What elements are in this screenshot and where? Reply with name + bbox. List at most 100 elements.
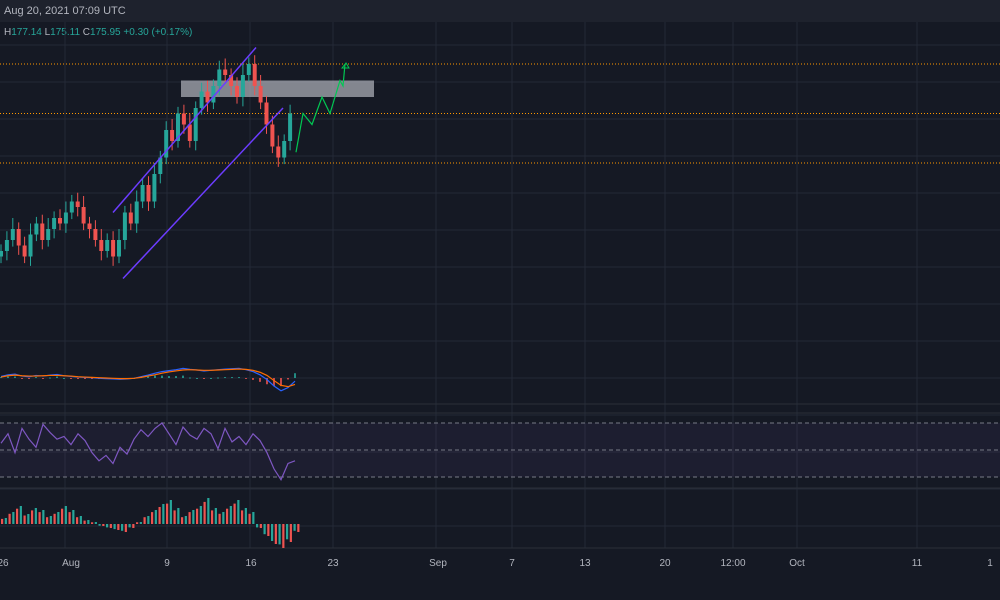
macd-hist-bar (280, 378, 282, 387)
candle-body (16, 229, 21, 246)
x-tick-label: 1 (987, 558, 993, 569)
histogram-bar (94, 522, 97, 524)
x-tick-label: 23 (327, 558, 339, 569)
macd-hist-bar (182, 375, 184, 378)
x-tick-label: 13 (579, 558, 591, 569)
candle-body (4, 240, 9, 251)
histogram-bar (143, 517, 146, 524)
candle-body (111, 240, 116, 257)
candle-body (264, 102, 269, 125)
x-axis-ticks: 26 Aug 9 16 23 Sep 7 13 20 12:00 Oct 11 1 (0, 558, 993, 569)
macd-hist-bar (217, 377, 219, 379)
histogram-bar (16, 508, 19, 524)
macd-hist-bar (294, 373, 296, 378)
x-tick-label: 11 (912, 558, 923, 569)
histogram-bar (289, 524, 292, 542)
histogram-bar (34, 508, 37, 524)
candle-body (93, 229, 98, 240)
macd-hist-bar (189, 377, 191, 379)
histogram-bar (256, 524, 259, 528)
x-tick-label: 26 (0, 558, 9, 569)
histogram-bar (214, 508, 217, 524)
ohlc-close-value: 175.95 (90, 27, 121, 38)
macd-hist-bar (77, 378, 79, 379)
macd-histogram (0, 373, 296, 387)
candle-body (164, 130, 169, 158)
histogram-bar (166, 503, 169, 524)
x-tick-label: 16 (245, 558, 257, 569)
histogram-bar (151, 512, 154, 524)
candle-body (128, 212, 133, 224)
histogram-bar (1, 518, 4, 524)
macd-hist-bar (147, 376, 149, 378)
macd-hist-bar (287, 378, 289, 380)
candle-body (134, 201, 139, 224)
candle-body (235, 86, 239, 97)
histogram-bar (252, 512, 255, 524)
histogram-bar (128, 524, 131, 528)
candle-body (152, 174, 157, 202)
histogram-bar (147, 516, 150, 524)
histogram-bar (207, 498, 210, 524)
macd-line (0, 367, 296, 392)
macd-hist-bar (168, 376, 170, 378)
macd-hist-bar (56, 376, 58, 378)
candle-body (252, 64, 257, 86)
resistance-zone (181, 80, 374, 97)
macd-hist-bar (196, 378, 198, 379)
timestamp: Aug 20, 2021 07:09 UTC (4, 5, 126, 17)
candle-body (99, 240, 104, 251)
candle-body (288, 113, 293, 141)
histogram-bar (98, 524, 101, 526)
macd-hist-bar (210, 378, 212, 379)
candle-body (0, 251, 3, 257)
histogram-bar (31, 510, 34, 524)
candle-body (193, 108, 198, 141)
candle-body (46, 229, 51, 240)
projected-path (295, 63, 346, 153)
macd-hist-bar (161, 375, 163, 378)
ohlc-high-key: H (4, 27, 12, 38)
candle-body (69, 201, 74, 213)
macd-hist-bar (273, 378, 275, 387)
macd-hist-bar (203, 378, 205, 379)
histogram-bar (139, 522, 142, 524)
candle-body (81, 207, 86, 224)
histogram-bar (211, 510, 214, 524)
histogram-bar (267, 524, 270, 536)
histogram-bar (297, 524, 300, 532)
histogram-bar (27, 514, 30, 524)
candle-body (40, 223, 45, 240)
macd-hist-bar (259, 378, 261, 382)
histogram-bar (188, 512, 191, 524)
candle-body (223, 69, 228, 75)
histogram-bar (121, 524, 124, 531)
histogram-bar (91, 522, 94, 524)
histogram-bar (106, 524, 109, 528)
histogram-bar (192, 510, 195, 524)
histogram-bar (158, 507, 161, 524)
macd-hist-bar (28, 378, 30, 379)
macd-hist-bar (266, 378, 268, 385)
histogram-bar (196, 508, 199, 524)
candle-body (75, 201, 80, 207)
macd-hist-bar (63, 378, 65, 379)
histogram-bar (49, 516, 52, 524)
candle-body (246, 64, 251, 75)
histogram-bar (278, 524, 281, 545)
macd-hist-bar (0, 377, 2, 379)
histogram-bar (199, 506, 202, 524)
candle-body (10, 229, 15, 240)
x-tick-label: Sep (429, 558, 447, 569)
histogram-bar (57, 512, 60, 524)
macd-hist-bar (154, 375, 156, 378)
histogram-bar (61, 508, 64, 524)
histogram-bar (184, 516, 187, 524)
candle-body (176, 113, 180, 141)
candle-body (282, 141, 287, 158)
histogram-bar (173, 510, 176, 524)
histogram-bar (218, 513, 221, 524)
ohlc-close-key: C (82, 27, 91, 38)
histogram-bar (53, 513, 56, 524)
